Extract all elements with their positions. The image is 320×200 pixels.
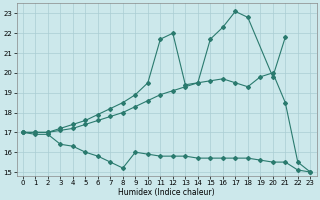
X-axis label: Humidex (Indice chaleur): Humidex (Indice chaleur) [118, 188, 215, 197]
